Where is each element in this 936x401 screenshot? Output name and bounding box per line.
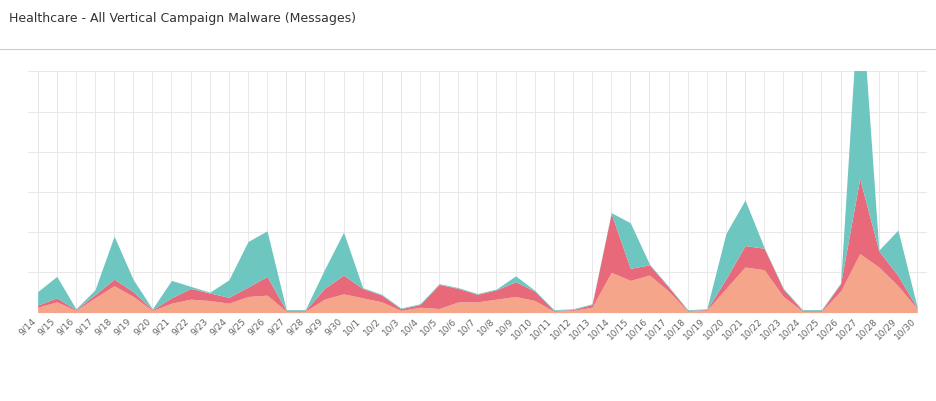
Text: Healthcare - All Vertical Campaign Malware (Messages): Healthcare - All Vertical Campaign Malwa… bbox=[9, 12, 357, 25]
